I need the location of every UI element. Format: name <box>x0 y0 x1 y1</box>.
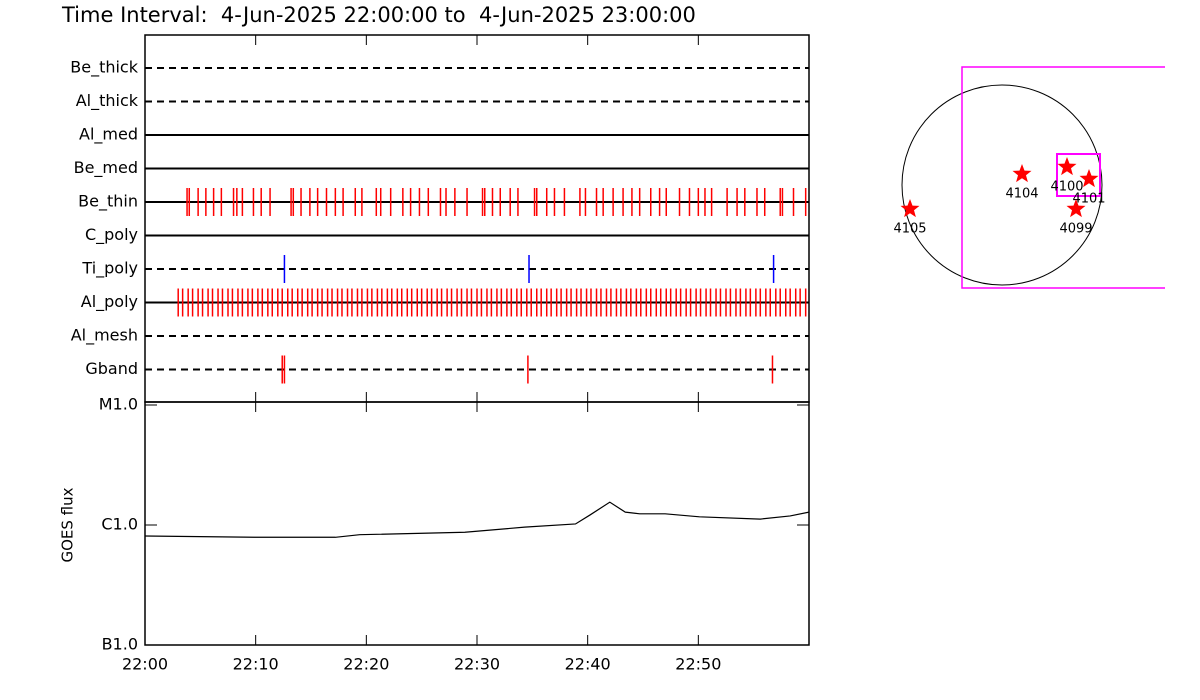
disk-map <box>901 66 1165 289</box>
region-star <box>1079 169 1099 188</box>
region-label: 4104 <box>1005 187 1038 202</box>
goes-frame <box>144 401 810 646</box>
y-tick-label: C1.0 <box>101 515 138 534</box>
goes-curve <box>144 501 810 538</box>
row-label: Al_med <box>79 125 138 145</box>
row-label: Al_poly <box>81 292 138 312</box>
x-tick-label: 22:50 <box>675 655 721 674</box>
y-axis-label: GOES flux <box>59 487 77 562</box>
chart-title: Time Interval: 4-Jun-2025 22:00:00 to 4-… <box>61 3 696 27</box>
region-label: 4100 <box>1050 180 1083 195</box>
region-star <box>900 199 920 218</box>
row-label: Gband <box>85 359 138 378</box>
row-label: Ti_poly <box>81 259 138 279</box>
row-label: Be_med <box>74 158 138 178</box>
x-tick-label: 22:20 <box>343 655 389 674</box>
row-label: Al_mesh <box>71 326 138 346</box>
region-label: 4101 <box>1072 192 1105 207</box>
x-tick-label: 22:00 <box>122 655 168 674</box>
fov-box <box>961 66 1165 289</box>
row-label: Al_thick <box>76 91 139 111</box>
y-tick-label: M1.0 <box>99 395 138 414</box>
x-tick-label: 22:10 <box>233 655 279 674</box>
row-label: Be_thin <box>78 192 138 212</box>
region-label: 4099 <box>1059 222 1092 237</box>
x-tick-label: 22:30 <box>454 655 500 674</box>
region-label: 4105 <box>893 222 926 237</box>
row-label: C_poly <box>85 225 138 245</box>
region-star <box>1066 199 1086 218</box>
region-star <box>1057 157 1077 176</box>
solar-disk <box>901 84 1103 286</box>
target-box <box>1056 153 1101 197</box>
row-label: Be_thick <box>70 58 138 78</box>
y-tick-label: B1.0 <box>102 635 138 654</box>
region-star <box>1012 164 1032 183</box>
timeline-frame <box>144 34 810 403</box>
x-tick-label: 22:40 <box>565 655 611 674</box>
